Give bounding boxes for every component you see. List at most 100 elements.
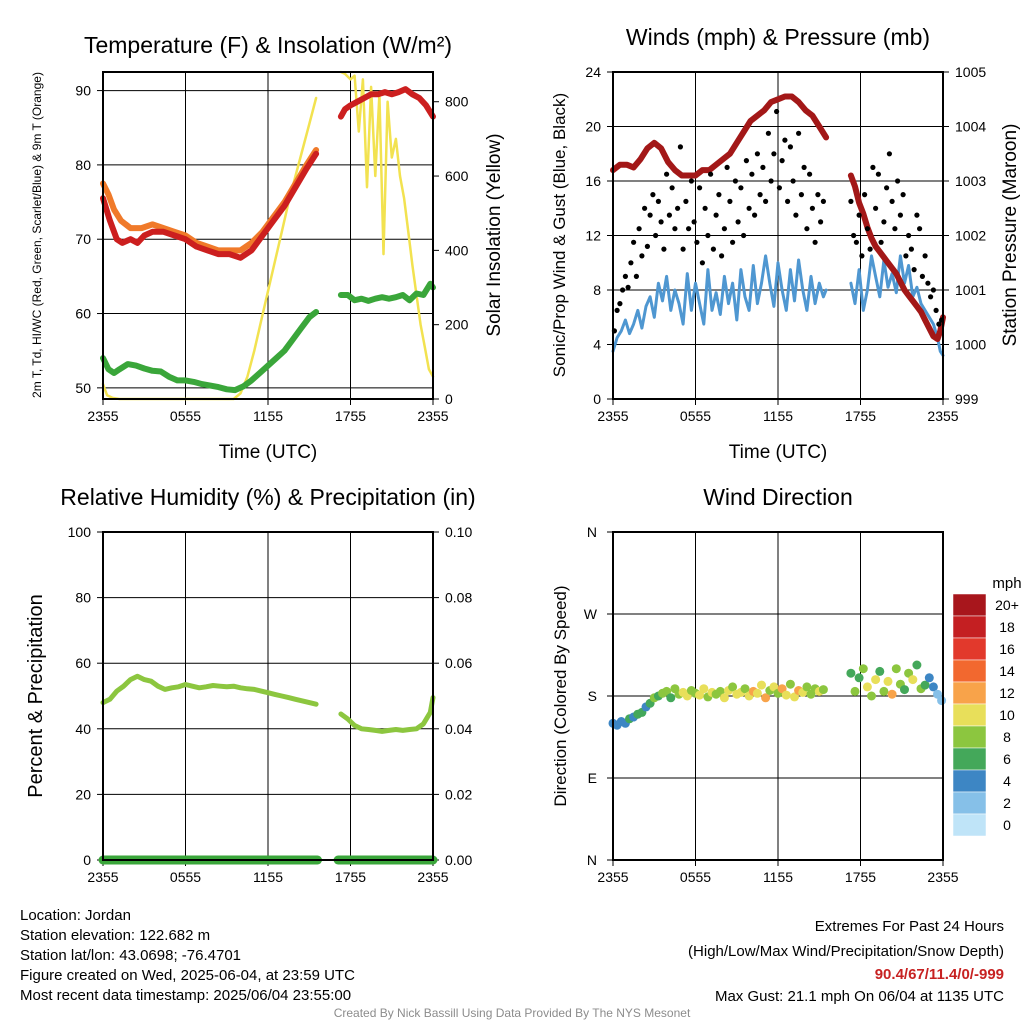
y-tick-label-right: 0.04 xyxy=(445,721,472,737)
gust-point xyxy=(622,273,629,279)
gust-point xyxy=(743,158,750,164)
legend-label: 4 xyxy=(1003,773,1011,789)
gust-point xyxy=(683,198,689,204)
direction-point xyxy=(871,675,881,685)
gust-point xyxy=(765,130,772,136)
gust-point xyxy=(903,253,909,259)
gust-point xyxy=(785,198,791,204)
y-tick-label-left: 20 xyxy=(75,786,91,802)
gust-point xyxy=(925,280,931,286)
y-tick-label-left: 70 xyxy=(75,231,91,247)
gust-point xyxy=(617,301,623,307)
gust-point xyxy=(754,151,761,157)
y-tick-label-left: 20 xyxy=(585,119,601,135)
y-tick-label-right: 1000 xyxy=(955,337,986,353)
y-tick-label-right: 0.06 xyxy=(445,655,472,671)
gust-point xyxy=(631,239,637,245)
y-tick-label-left: 100 xyxy=(68,524,92,540)
gust-point xyxy=(796,130,802,136)
gust-point xyxy=(928,294,934,300)
gust-point xyxy=(895,178,901,184)
gust-point xyxy=(642,205,648,211)
y-tick-label-right: 800 xyxy=(445,94,469,110)
y-tick-label-left: 60 xyxy=(75,306,91,322)
direction-point xyxy=(908,675,918,685)
gust-point xyxy=(650,192,656,198)
gust-point xyxy=(914,212,920,218)
gust-point xyxy=(732,178,739,184)
direction-point xyxy=(761,693,771,703)
gust-point xyxy=(886,151,893,157)
x-tick-label: 1755 xyxy=(335,408,366,424)
gust-point xyxy=(848,198,854,204)
gust-point xyxy=(906,232,912,239)
footer-recent: Most recent data timestamp: 2025/06/04 2… xyxy=(20,987,352,1004)
gust-point xyxy=(699,260,706,266)
chart-title: Winds (mph) & Pressure (mb) xyxy=(626,24,930,50)
footer-latlon: Station lat/lon: 43.0698; -76.4701 xyxy=(20,947,242,964)
gust-point xyxy=(697,185,703,191)
y-axis-label-right: Station Pressure (Maroon) xyxy=(1000,124,1021,347)
direction-point xyxy=(662,686,672,696)
gust-point xyxy=(644,243,651,249)
y-tick-label-right: 0 xyxy=(445,391,453,407)
y-tick-label-left: 8 xyxy=(593,282,601,298)
series-temp xyxy=(337,86,436,120)
series-rh xyxy=(100,673,319,707)
legend-swatch xyxy=(952,659,987,683)
gust-point xyxy=(752,212,758,218)
gust-point xyxy=(628,260,634,266)
x-axis-label: Time (UTC) xyxy=(219,442,318,463)
y-tick-label-right: 200 xyxy=(445,317,469,333)
direction-point xyxy=(666,693,676,703)
y-tick-label-left: W xyxy=(584,606,598,622)
y-axis-label-right: Solar Insolation (Yellow) xyxy=(484,133,505,336)
legend-swatch xyxy=(952,813,987,837)
extremes-title: Extremes For Past 24 Hours xyxy=(814,918,1004,935)
gust-point xyxy=(875,171,882,177)
gust-point xyxy=(870,164,876,170)
x-tick-label: 2355 xyxy=(927,408,958,424)
gust-point xyxy=(708,171,714,177)
gust-point xyxy=(820,198,827,204)
direction-point xyxy=(802,682,812,692)
gust-point xyxy=(856,212,862,218)
gust-point xyxy=(864,226,871,232)
y-tick-label-right: 0.02 xyxy=(445,786,472,802)
y-axis-label-left: Percent & Precipitation xyxy=(25,594,47,797)
y-axis-label-left: 2m T, Td, HI/WC (Red, Green, Scarlet/Blu… xyxy=(30,72,44,398)
legend-swatch xyxy=(952,681,987,705)
gust-point xyxy=(807,171,813,177)
gust-point xyxy=(713,212,719,218)
direction-point xyxy=(867,691,876,701)
legend-swatch xyxy=(952,725,987,749)
direction-point xyxy=(887,689,897,699)
gust-point xyxy=(702,205,708,211)
gust-point xyxy=(686,226,692,232)
series-rh xyxy=(338,695,436,734)
gust-point xyxy=(721,226,728,232)
direction-point xyxy=(715,686,725,696)
direction-point xyxy=(900,685,909,695)
gust-point xyxy=(818,219,824,225)
gust-point xyxy=(787,144,794,150)
direction-point xyxy=(862,682,872,692)
gust-point xyxy=(716,192,722,198)
gust-point xyxy=(809,205,816,211)
legend-label: 16 xyxy=(999,641,1015,657)
x-tick-label: 2355 xyxy=(417,869,448,885)
gust-point xyxy=(691,219,697,225)
series-pressure xyxy=(610,93,830,179)
legend-unit: mph xyxy=(992,575,1021,592)
y-axis-label-left: Direction (Colored By Speed) xyxy=(551,585,570,806)
gust-point xyxy=(625,284,631,290)
legend-swatch xyxy=(952,747,987,771)
direction-point xyxy=(728,682,738,692)
direction-point xyxy=(740,684,750,694)
plot-border xyxy=(612,531,944,861)
direction-point xyxy=(785,679,795,689)
y-tick-label-left: 16 xyxy=(585,173,601,189)
series-wind xyxy=(611,254,828,353)
gust-point xyxy=(655,198,662,204)
